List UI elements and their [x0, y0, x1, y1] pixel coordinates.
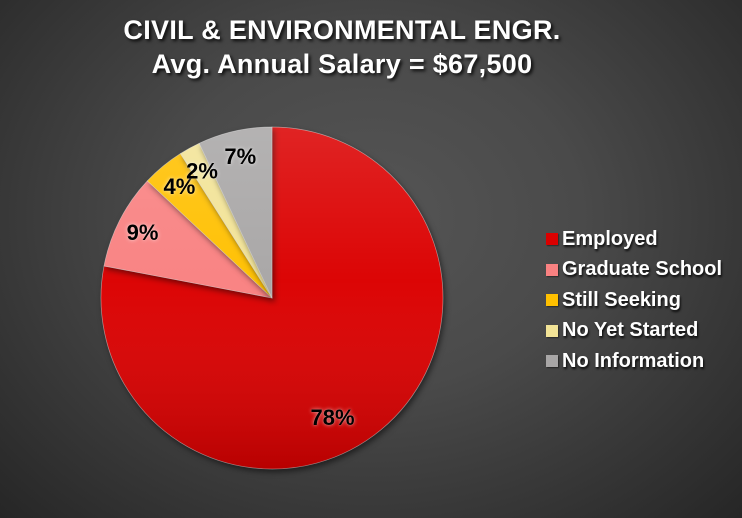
legend-item-no-information[interactable]: No Information	[546, 346, 722, 377]
legend-item-graduate-school[interactable]: Graduate School	[546, 255, 722, 286]
legend-swatch-no-yet-started	[546, 324, 558, 337]
legend-label-employed: Employed	[562, 227, 658, 250]
chart-title: CIVIL & ENVIRONMENTAL ENGR. Avg. Annual …	[0, 13, 684, 81]
legend-label-graduate-school: Graduate School	[562, 258, 723, 281]
legend-label-no-yet-started: No Yet Started	[562, 319, 699, 342]
chart-title-line2: Avg. Annual Salary = $67,500	[151, 49, 533, 79]
legend: Employed Graduate School Still Seeking N…	[546, 224, 722, 377]
legend-label-no-information: No Information	[562, 349, 705, 372]
legend-swatch-still-seeking	[546, 294, 558, 307]
legend-label-still-seeking: Still Seeking	[562, 288, 681, 311]
legend-swatch-employed	[546, 233, 558, 246]
legend-item-employed[interactable]: Employed	[546, 224, 722, 255]
chart-title-line1: CIVIL & ENVIRONMENTAL ENGR.	[123, 15, 561, 45]
legend-swatch-graduate-school	[546, 263, 558, 276]
legend-item-no-yet-started[interactable]: No Yet Started	[546, 316, 722, 347]
legend-item-still-seeking[interactable]: Still Seeking	[546, 285, 722, 316]
legend-swatch-no-information	[546, 355, 558, 368]
